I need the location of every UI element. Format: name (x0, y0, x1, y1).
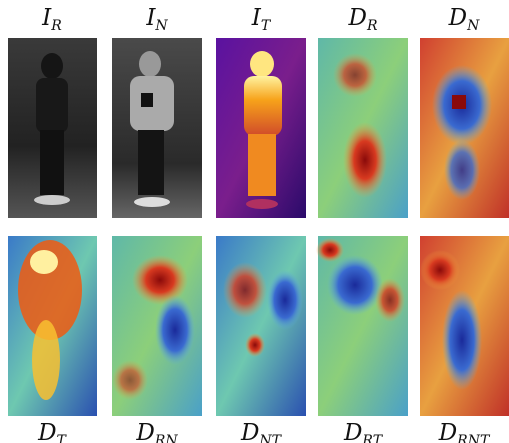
label-subscript: N (154, 18, 168, 34)
image-panel (8, 38, 97, 218)
label-subscript: R (366, 18, 378, 34)
label-main: D (135, 420, 154, 443)
image-panel (216, 38, 306, 218)
image-panel (8, 236, 97, 416)
panel-label: IN (145, 5, 168, 34)
panel-label: DR (348, 5, 378, 34)
label-main: D (438, 420, 457, 443)
figure: IRINITDRDNDTDRNDNTDRTDRNT (0, 0, 509, 443)
panel-label: DRN (135, 420, 178, 443)
label-subscript: R (50, 18, 62, 34)
label-subscript: NT (258, 433, 282, 443)
image-panel (318, 38, 408, 218)
panel-label: IR (41, 5, 62, 34)
panel-label: DNT (240, 420, 283, 443)
image-panel (420, 236, 509, 416)
label-main: D (240, 420, 259, 443)
label-subscript: RN (154, 433, 179, 443)
label-main: D (348, 5, 367, 31)
panel-label: DT (37, 420, 67, 443)
panel-label: IT (251, 5, 272, 34)
label-main: D (448, 5, 467, 31)
label-subscript: RNT (456, 433, 491, 443)
label-main: D (343, 420, 362, 443)
label-subscript: N (466, 18, 480, 34)
image-panel (112, 236, 202, 416)
label-subscript: RT (361, 433, 383, 443)
image-panel (316, 236, 408, 416)
image-panel (112, 38, 202, 218)
label-subscript: T (57, 433, 68, 443)
panel-label: DN (448, 5, 480, 34)
panel-label: DRNT (438, 420, 491, 443)
panel-label: DRT (343, 420, 384, 443)
image-panel (420, 38, 509, 218)
label-main: D (37, 420, 56, 443)
label-subscript: T (261, 18, 272, 34)
image-panel (216, 236, 306, 416)
